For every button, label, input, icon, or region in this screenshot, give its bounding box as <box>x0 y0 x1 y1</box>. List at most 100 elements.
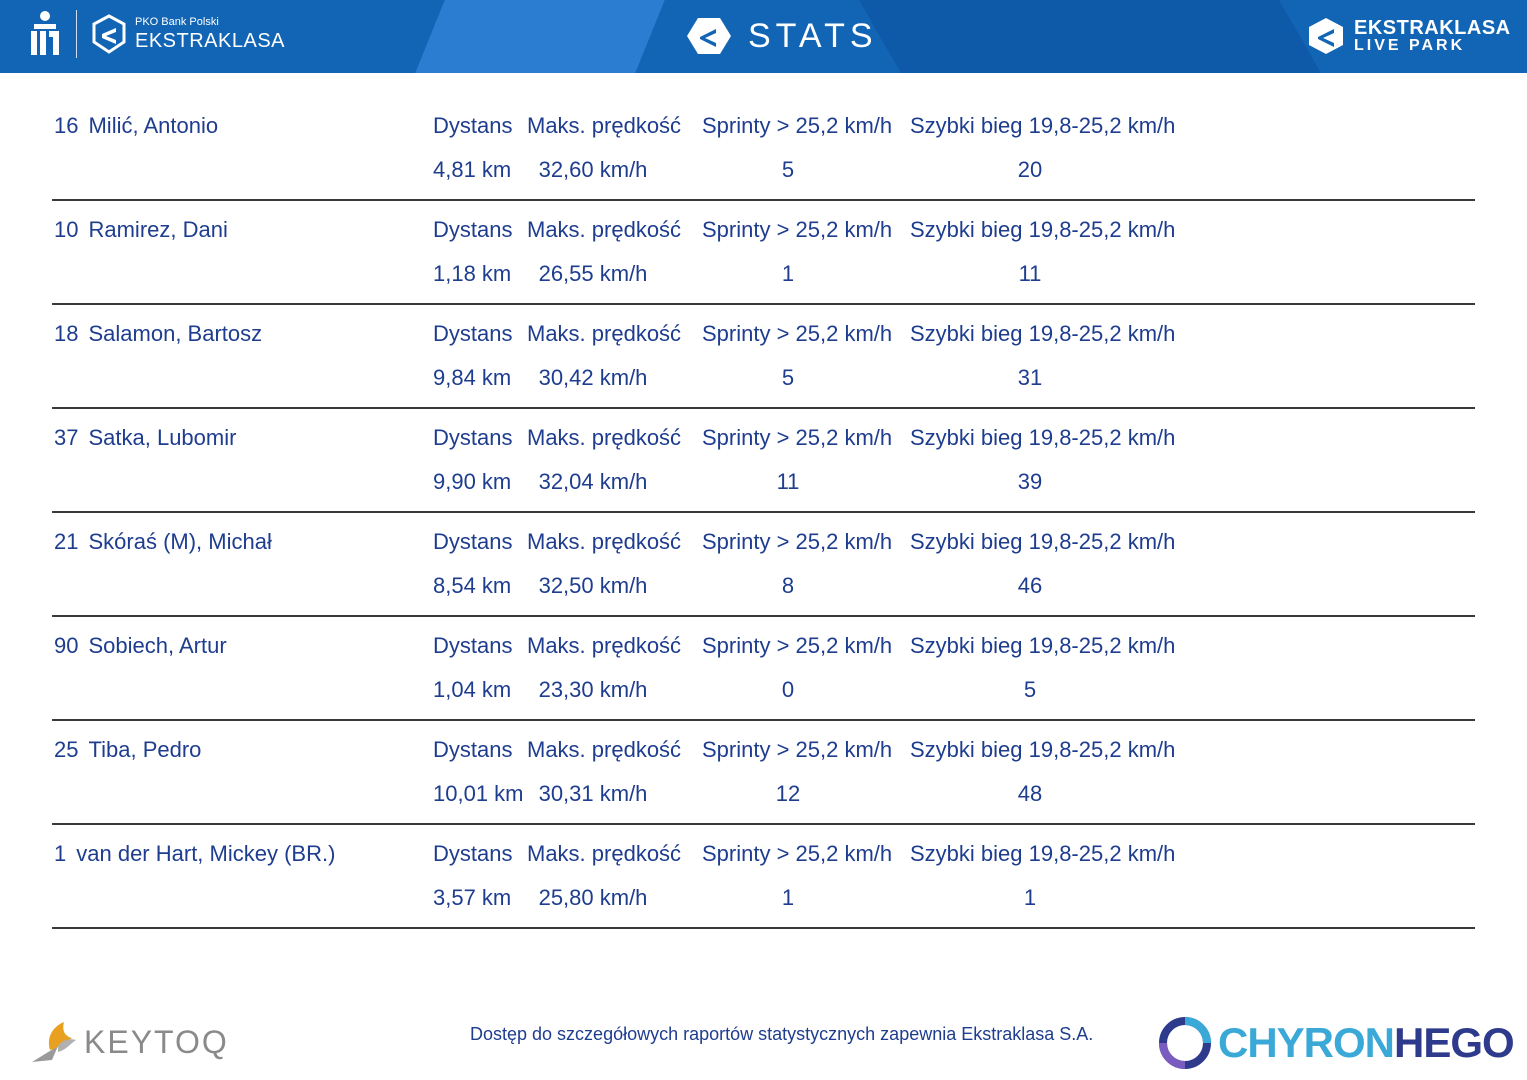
max-speed-value: 32,04 km/h <box>538 469 648 494</box>
distance-header: Dystans <box>433 841 513 866</box>
player-row: 37 Satka, Lubomir Dystans Maks. prędkość … <box>52 409 1475 513</box>
sprints-header: Sprinty > 25,2 km/h <box>702 217 893 242</box>
sprints-header: Sprinty > 25,2 km/h <box>702 737 893 762</box>
chyronhego-logo[interactable]: CHYRONHEGO <box>1158 1016 1515 1070</box>
fast-runs-value: 46 <box>1017 573 1043 598</box>
fast-runs-header: Szybki bieg 19,8-25,2 km/h <box>910 113 1176 138</box>
player-name: Ramirez, Dani <box>88 217 228 242</box>
player-name-cell: 37 Satka, Lubomir <box>54 425 236 451</box>
sprints-header: Sprinty > 25,2 km/h <box>702 321 893 346</box>
player-row: 25 Tiba, Pedro Dystans Maks. prędkość Spr… <box>52 721 1475 825</box>
stats-logo: STATS <box>686 16 878 56</box>
player-name-cell: 10 Ramirez, Dani <box>54 217 228 243</box>
header-decoration <box>415 0 665 73</box>
ekstraklasa-shield-icon <box>92 14 126 54</box>
live-park-line2: LIVE PARK <box>1354 37 1466 54</box>
sprints-header: Sprinty > 25,2 km/h <box>702 529 893 554</box>
max-speed-value: 32,60 km/h <box>538 157 648 182</box>
fast-runs-value: 48 <box>1017 781 1043 806</box>
distance-value: 10,01 km <box>433 781 524 806</box>
distance-header: Dystans <box>433 113 513 138</box>
distance-header: Dystans <box>433 425 513 450</box>
distance-header: Dystans <box>433 217 513 242</box>
sprints-header: Sprinty > 25,2 km/h <box>702 633 893 658</box>
max-speed-header: Maks. prędkość <box>527 217 682 242</box>
player-name: Satka, Lubomir <box>88 425 237 450</box>
distance-value: 9,84 km <box>433 365 512 390</box>
player-stats-table: 16 Milić, Antonio Dystans Maks. prędkość … <box>52 97 1475 929</box>
max-speed-header: Maks. prędkość <box>527 841 682 866</box>
fast-runs-value: 39 <box>1017 469 1043 494</box>
player-number: 21 <box>54 529 79 554</box>
player-number: 10 <box>54 217 79 242</box>
fast-runs-header: Szybki bieg 19,8-25,2 km/h <box>910 633 1176 658</box>
player-name: Skóraś (M), Michał <box>88 529 272 554</box>
live-park-logo[interactable]: EKSTRAKLASA LIVE PARK <box>1306 16 1511 56</box>
sprints-value: 11 <box>776 469 800 494</box>
player-name: Tiba, Pedro <box>88 737 202 762</box>
player-name-cell: 18 Salamon, Bartosz <box>54 321 262 347</box>
max-speed-header: Maks. prędkość <box>527 425 682 450</box>
sprints-value: 5 <box>781 157 795 182</box>
header-banner: PKO Bank Polski EKSTRAKLASA STATS EKSTRA… <box>0 0 1527 73</box>
ekstraklasa-label: EKSTRAKLASA <box>135 30 286 52</box>
pko-bank-label: PKO Bank Polski <box>135 16 219 28</box>
player-name-cell: 16 Milić, Antonio <box>54 113 218 139</box>
pko-ekstraklasa-logo[interactable]: PKO Bank Polski EKSTRAKLASA <box>28 10 285 58</box>
player-number: 37 <box>54 425 79 450</box>
player-name: van der Hart, Mickey (BR.) <box>76 841 336 866</box>
distance-value: 3,57 km <box>433 885 512 910</box>
player-name-cell: 1 van der Hart, Mickey (BR.) <box>54 841 335 867</box>
chyronhego-swirl-icon <box>1159 1017 1211 1069</box>
max-speed-header: Maks. prędkość <box>527 529 682 554</box>
sprints-header: Sprinty > 25,2 km/h <box>702 113 893 138</box>
sprints-value: 8 <box>781 573 795 598</box>
player-number: 90 <box>54 633 79 658</box>
ekstraklasa-e-icon <box>687 18 731 54</box>
distance-value: 1,18 km <box>433 261 512 286</box>
max-speed-value: 23,30 km/h <box>538 677 648 702</box>
max-speed-value: 30,42 km/h <box>538 365 648 390</box>
live-park-line1: EKSTRAKLASA <box>1354 17 1511 39</box>
keytoq-logo[interactable]: KEYTOQ <box>28 1016 229 1068</box>
max-speed-value: 26,55 km/h <box>538 261 648 286</box>
max-speed-header: Maks. prędkość <box>527 321 682 346</box>
sprints-value: 5 <box>781 365 795 390</box>
distance-header: Dystans <box>433 737 513 762</box>
player-name: Milić, Antonio <box>88 113 219 138</box>
distance-header: Dystans <box>433 321 513 346</box>
player-number: 16 <box>54 113 79 138</box>
stats-title: STATS <box>748 16 878 55</box>
player-row: 21 Skóraś (M), Michał Dystans Maks. prędk… <box>52 513 1475 617</box>
player-row: 1 van der Hart, Mickey (BR.) Dystans Maks… <box>52 825 1475 929</box>
player-name-cell: 90 Sobiech, Artur <box>54 633 227 659</box>
player-row: 10 Ramirez, Dani Dystans Maks. prędkość S… <box>52 201 1475 305</box>
sprints-header: Sprinty > 25,2 km/h <box>702 841 893 866</box>
footer-note: Dostęp do szczegółowych raportów statyst… <box>470 1024 1094 1044</box>
sprints-value: 0 <box>781 677 795 702</box>
ekstraklasa-shield-icon <box>1309 18 1343 54</box>
max-speed-value: 30,31 km/h <box>538 781 648 806</box>
fast-runs-header: Szybki bieg 19,8-25,2 km/h <box>910 529 1176 554</box>
fast-runs-header: Szybki bieg 19,8-25,2 km/h <box>910 425 1176 450</box>
sprints-value: 1 <box>781 885 795 910</box>
player-name-cell: 25 Tiba, Pedro <box>54 737 201 763</box>
fast-runs-value: 20 <box>1017 157 1043 182</box>
keytoq-label: KEYTOQ <box>84 1023 229 1060</box>
distance-header: Dystans <box>433 633 513 658</box>
fast-runs-header: Szybki bieg 19,8-25,2 km/h <box>910 217 1176 242</box>
fast-runs-value: 5 <box>1023 677 1037 702</box>
player-name: Salamon, Bartosz <box>88 321 263 346</box>
distance-header: Dystans <box>433 529 513 554</box>
distance-value: 8,54 km <box>433 573 512 598</box>
max-speed-header: Maks. prędkość <box>527 633 682 658</box>
fast-runs-header: Szybki bieg 19,8-25,2 km/h <box>910 321 1176 346</box>
fast-runs-value: 31 <box>1017 365 1043 390</box>
max-speed-value: 32,50 km/h <box>538 573 648 598</box>
distance-value: 9,90 km <box>433 469 512 494</box>
fast-runs-value: 1 <box>1023 885 1037 910</box>
distance-value: 4,81 km <box>433 157 512 182</box>
distance-value: 1,04 km <box>433 677 512 702</box>
player-name: Sobiech, Artur <box>88 633 227 658</box>
max-speed-header: Maks. prędkość <box>527 737 682 762</box>
